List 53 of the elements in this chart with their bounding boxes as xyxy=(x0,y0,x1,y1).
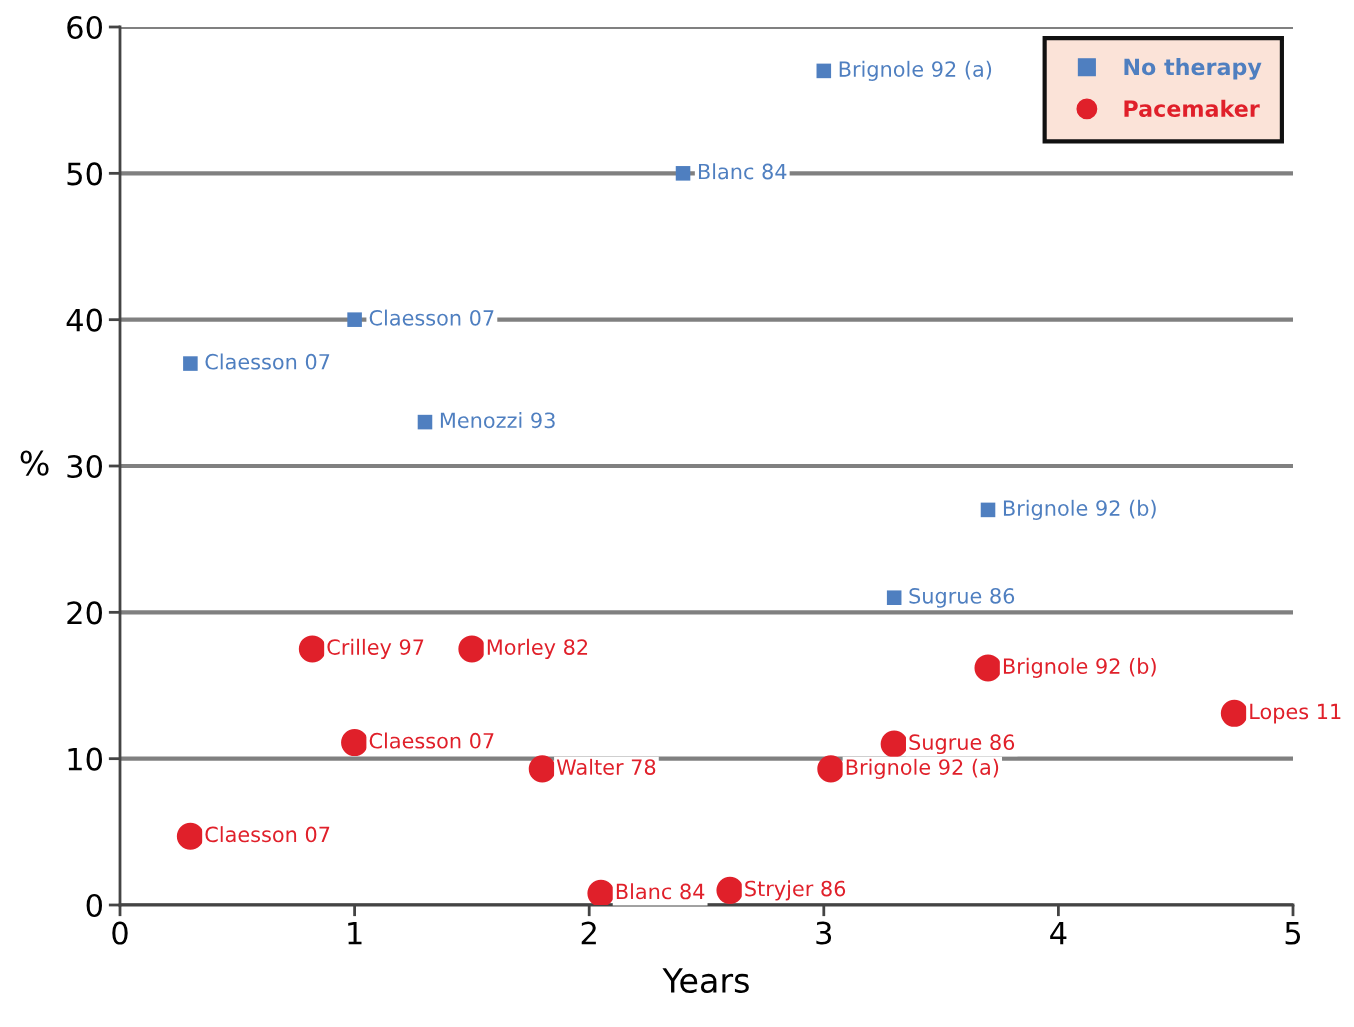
point xyxy=(183,356,198,371)
annotation: Blanc 84 xyxy=(616,883,705,900)
annotation: Sugrue 86 xyxy=(909,734,1015,755)
y-tick-label: 0 xyxy=(86,893,102,918)
y-tick-label: 60 xyxy=(67,15,102,40)
y-axis-title: % xyxy=(20,450,49,476)
annotation: Brignole 92 (b) xyxy=(1003,657,1156,679)
x-tick-label: 2 xyxy=(581,921,596,945)
x-axis-title: Years xyxy=(662,968,749,994)
point xyxy=(347,312,362,327)
legend-label: No therapy xyxy=(1124,58,1262,80)
legend-label: Pacemaker xyxy=(1124,99,1260,117)
x-tick-label: 0 xyxy=(112,921,128,945)
annotation: Morley 82 xyxy=(487,638,588,659)
annotation: Blanc 84 xyxy=(698,163,787,180)
annotation: Brignole 92 (a) xyxy=(839,60,992,81)
point xyxy=(341,729,369,757)
point xyxy=(886,590,902,605)
point xyxy=(817,755,845,783)
point xyxy=(880,730,908,758)
point xyxy=(980,502,996,518)
y-tick-label: 50 xyxy=(67,162,102,186)
point xyxy=(974,654,1002,682)
annotation: Stryjer 86 xyxy=(745,880,846,901)
x-tick-label: 5 xyxy=(1285,921,1301,945)
annotation: Menozzi 93 xyxy=(440,412,555,429)
point xyxy=(298,635,326,663)
point xyxy=(1220,699,1248,727)
y-tick-label: 10 xyxy=(68,747,102,771)
point xyxy=(417,414,433,430)
x-tick-label: 4 xyxy=(1050,921,1067,945)
point xyxy=(816,63,832,79)
annotation: Brignole 92 (a) xyxy=(846,758,999,779)
annotation: Lopes 11 xyxy=(1250,703,1341,724)
y-tick-label: 30 xyxy=(67,454,102,479)
point xyxy=(716,876,744,904)
annotation: Brignole 92 (b) xyxy=(1003,499,1156,520)
annotation: Claesson 07 xyxy=(369,732,494,749)
annotation: Claesson 07 xyxy=(205,826,330,843)
annotation: Walter 78 xyxy=(556,758,656,775)
point xyxy=(458,635,486,663)
y-tick-label: 20 xyxy=(67,601,102,625)
x-tick-label: 1 xyxy=(348,921,362,945)
annotation: Claesson 07 xyxy=(369,309,494,326)
point xyxy=(675,166,691,181)
y-tick-label: 40 xyxy=(66,308,102,332)
annotation: Crilley 97 xyxy=(327,638,424,659)
annotation: Claesson 07 xyxy=(205,353,330,370)
annotation: Sugrue 86 xyxy=(909,587,1015,608)
x-tick-label: 3 xyxy=(816,921,832,945)
point xyxy=(176,822,204,850)
point xyxy=(587,879,615,905)
point xyxy=(528,755,556,783)
